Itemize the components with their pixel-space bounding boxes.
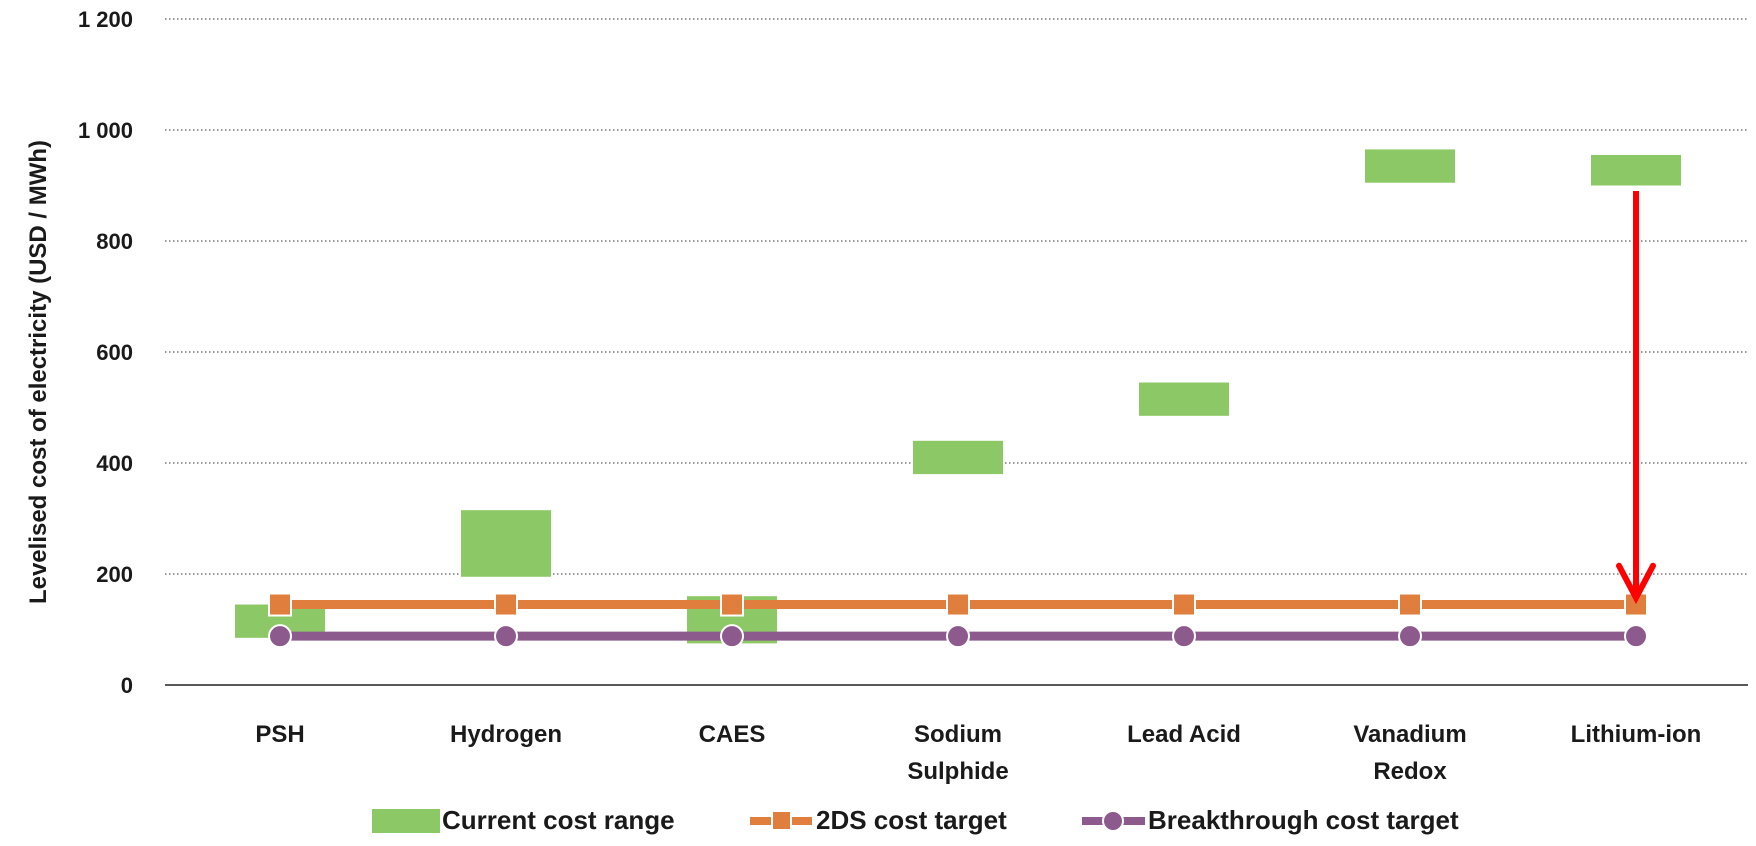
y-tick-label: 200 (96, 562, 133, 587)
breakthrough-target-point (1624, 624, 1648, 649)
cost-range-bar (1591, 154, 1681, 186)
y-tick-label: 400 (96, 451, 133, 476)
category-label: PSH (255, 721, 304, 748)
legend-swatch-breakthrough-marker (1102, 810, 1124, 832)
target-lines (268, 592, 1648, 649)
breakthrough-target-point (268, 624, 292, 649)
breakthrough-target-point (1172, 624, 1196, 649)
y-tick-label: 1 000 (78, 118, 133, 143)
gridlines (165, 18, 1748, 686)
breakthrough-target-point (1398, 624, 1422, 649)
legend-swatch-2ds-marker (771, 810, 792, 831)
red-arrow-head (1616, 562, 1656, 605)
y-tick-label: 800 (96, 229, 133, 254)
2ds-target-point (946, 592, 970, 617)
breakthrough-target-point (720, 624, 744, 649)
y-tick-label: 0 (121, 673, 133, 698)
cost-range-bar (461, 510, 551, 577)
breakthrough-target-point (946, 624, 970, 649)
y-tick-labels: 0 200 400 600 800 1 000 1 200 (78, 7, 133, 698)
y-tick-label: 1 200 (78, 7, 133, 32)
legend-label-2ds: 2DS cost target (816, 805, 1007, 835)
category-label: Hydrogen (450, 721, 562, 748)
cost-range-bar (1139, 382, 1229, 416)
category-label: CAES (699, 721, 766, 748)
y-tick-label: 600 (96, 340, 133, 365)
2ds-target-point (1398, 592, 1422, 617)
breakthrough-target-point (494, 624, 518, 649)
category-label: Lithium-ion (1571, 721, 1702, 748)
category-label: Lead Acid (1127, 721, 1241, 748)
2ds-target-point (1172, 592, 1196, 617)
category-label: Sodium Sulphide (907, 721, 1008, 785)
2ds-target-point (268, 592, 292, 617)
legend: Current cost range 2DS cost target Breakth… (372, 805, 1459, 835)
category-labels: PSH Hydrogen CAES Sodium Sulphide Lead Acid Va… (255, 721, 1701, 785)
cost-range-bar (913, 440, 1003, 475)
2ds-target-point (720, 592, 744, 617)
legend-label-breakthrough: Breakthrough cost target (1148, 805, 1459, 835)
current-cost-range-bars (235, 149, 1681, 644)
annotations (1616, 191, 1656, 605)
y-axis-title: Levelised cost of electricity (USD / MWh… (25, 140, 52, 604)
legend-swatch-current-cost (372, 809, 440, 833)
category-label: Vanadium Redox (1353, 721, 1466, 785)
legend-label-current-cost: Current cost range (442, 805, 675, 835)
2ds-target-point (494, 592, 518, 617)
cost-range-bar (1365, 149, 1455, 183)
